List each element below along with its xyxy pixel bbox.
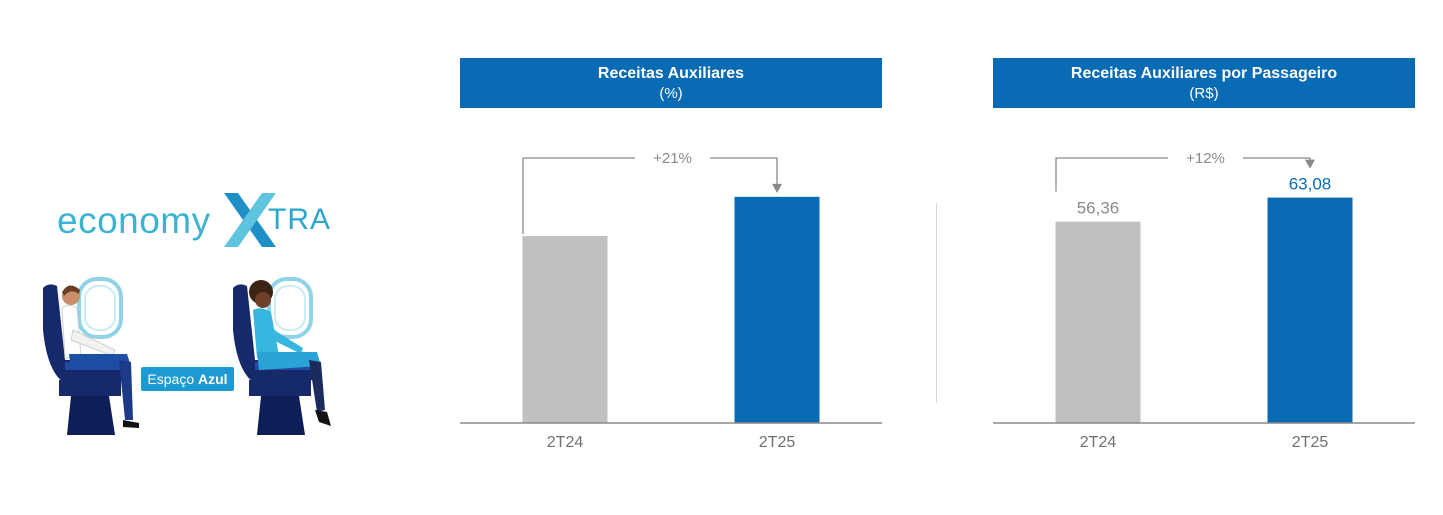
bar-2T24 bbox=[1055, 221, 1141, 423]
data-label-2T25: 63,08 bbox=[1289, 175, 1332, 194]
logo-x-icon bbox=[224, 193, 276, 247]
chart1-subtitle: (%) bbox=[659, 85, 683, 102]
bar-2T25 bbox=[734, 196, 820, 423]
data-label-2T24: 56,36 bbox=[1077, 199, 1120, 218]
seated-passengers-illustration bbox=[43, 277, 331, 435]
change-bracket-right bbox=[1243, 157, 1311, 162]
logo-word: economy bbox=[57, 200, 211, 241]
tick-label-2T25: 2T25 bbox=[759, 434, 796, 451]
chart2-subtitle: (R$) bbox=[1189, 85, 1219, 102]
bar-2T24 bbox=[522, 236, 608, 423]
chart2-plot: 56,36 2T24 63,08 2T25 +12% bbox=[993, 150, 1415, 451]
bar-2T25 bbox=[1267, 197, 1353, 423]
change-arrow-head bbox=[772, 183, 782, 193]
tick-label-2T24: 2T24 bbox=[547, 434, 584, 451]
chart2-header: Receitas Auxiliares por Passageiro (R$) bbox=[993, 58, 1415, 108]
tick-label-2T24: 2T24 bbox=[1080, 434, 1117, 451]
chart1-plot: 2T24 2T25 +21% bbox=[460, 150, 882, 451]
change-bracket-left bbox=[522, 157, 635, 235]
chart1-title: Receitas Auxiliares bbox=[597, 65, 745, 82]
chart2-title: Receitas Auxiliares por Passageiro bbox=[1070, 65, 1338, 82]
change-label: +12% bbox=[1186, 150, 1225, 167]
badge-bold: Azul bbox=[198, 371, 228, 387]
change-arrow-head bbox=[1305, 159, 1315, 169]
chart-divider bbox=[936, 203, 937, 403]
change-label: +21% bbox=[653, 150, 692, 167]
change-bracket-left bbox=[1055, 157, 1168, 192]
tick-label-2T25: 2T25 bbox=[1292, 434, 1329, 451]
espaco-azul-badge: Espaço Azul bbox=[141, 367, 234, 391]
badge-regular: Espaço bbox=[147, 371, 199, 387]
change-bracket-right bbox=[710, 157, 778, 186]
logo-suffix: TRA bbox=[268, 203, 331, 236]
chart1-header: Receitas Auxiliares (%) bbox=[460, 58, 882, 108]
